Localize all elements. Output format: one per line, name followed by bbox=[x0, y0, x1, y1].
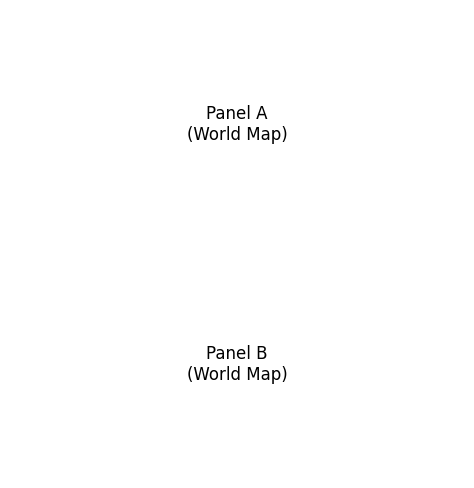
Text: Panel A
(World Map): Panel A (World Map) bbox=[187, 104, 287, 143]
Text: Panel B
(World Map): Panel B (World Map) bbox=[187, 345, 287, 384]
